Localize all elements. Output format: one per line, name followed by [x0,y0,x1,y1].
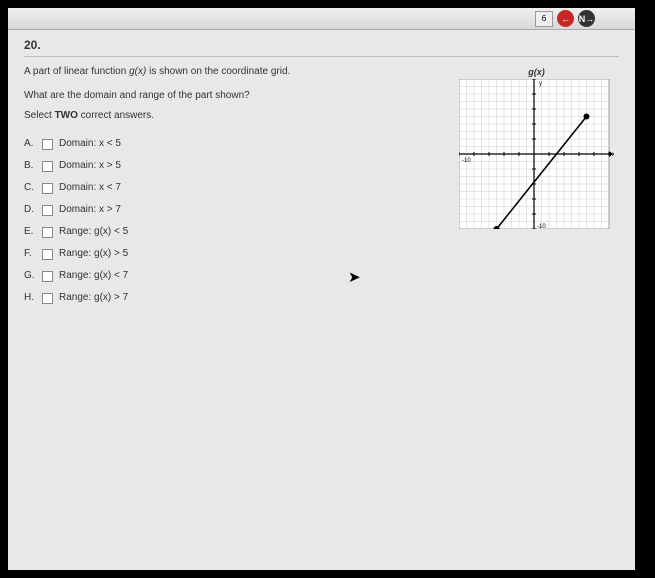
svg-text:y: y [539,81,542,87]
svg-text:x: x [612,152,614,158]
instr-b: TWO [55,110,78,121]
checkbox[interactable] [42,161,53,172]
answer-letter: B. [24,159,36,173]
answer-letter: E. [24,225,36,239]
answer-option[interactable]: F. Range: g(x) > 5 [24,243,442,265]
sub-question-text: What are the domain and range of the par… [24,89,442,103]
question-container: 20. A part of linear function g(x) is sh… [8,30,635,317]
svg-text:-10: -10 [537,224,546,229]
prompt-part-a: A part of linear function [24,66,129,77]
coordinate-grid: y x -10 -10 [459,79,614,229]
answer-text: Domain: x < 5 [59,137,121,151]
checkbox[interactable] [42,271,53,282]
answer-letter: H. [24,291,36,305]
answer-option[interactable]: D. Domain: x > 7 [24,199,442,221]
back-icon[interactable]: ← [557,10,574,27]
prompt-part-b: is shown on the coordinate grid. [146,66,290,77]
question-header: 20. [24,38,619,57]
checkbox[interactable] [42,293,53,304]
checkbox[interactable] [42,183,53,194]
graph-container: g(x) y x -10 -10 [454,65,619,229]
instr-c: correct answers. [78,110,154,121]
checkbox[interactable] [42,139,53,150]
answer-option[interactable]: H. Range: g(x) > 7 [24,287,442,309]
answer-option[interactable]: A. Domain: x < 5 [24,133,442,155]
svg-text:-10: -10 [462,158,471,164]
prompt-function: g(x) [129,66,146,77]
answer-letter: G. [24,269,36,283]
next-icon[interactable]: N→ [578,10,595,27]
answer-option[interactable]: E. Range: g(x) < 5 [24,221,442,243]
instruction: Select TWO correct answers. [24,109,442,123]
answer-letter: D. [24,203,36,217]
checkbox[interactable] [42,205,53,216]
app-window: 6 ← N→ 20. A part of linear function g(x… [8,8,635,570]
instr-a: Select [24,110,55,121]
answer-text: Domain: x > 7 [59,203,121,217]
question-number: 20. [24,38,41,52]
answer-option[interactable]: B. Domain: x > 5 [24,155,442,177]
sub-question: What are the domain and range of the par… [24,89,442,123]
prompt-text: A part of linear function g(x) is shown … [24,65,442,309]
answer-text: Range: g(x) < 7 [59,269,128,283]
answer-text: Range: g(x) > 7 [59,291,128,305]
answer-text: Range: g(x) < 5 [59,225,128,239]
checkbox[interactable] [42,227,53,238]
answer-letter: F. [24,247,36,261]
answer-list: A. Domain: x < 5 B. Domain: x > 5 C. Domain: … [24,133,442,309]
checkbox[interactable] [42,249,53,260]
answer-text: Domain: x < 7 [59,181,121,195]
answer-letter: C. [24,181,36,195]
answer-text: Domain: x > 5 [59,159,121,173]
answer-option[interactable]: G. Range: g(x) < 7 [24,265,442,287]
monitor-frame: 6 ← N→ 20. A part of linear function g(x… [0,0,655,578]
prompt-row: A part of linear function g(x) is shown … [24,65,619,309]
answer-option[interactable]: C. Domain: x < 7 [24,177,442,199]
toolbar-button[interactable]: 6 [535,11,553,27]
graph-label: g(x) [454,67,619,77]
answer-letter: A. [24,137,36,151]
answer-text: Range: g(x) > 5 [59,247,128,261]
toolbar: 6 ← N→ [8,8,635,30]
